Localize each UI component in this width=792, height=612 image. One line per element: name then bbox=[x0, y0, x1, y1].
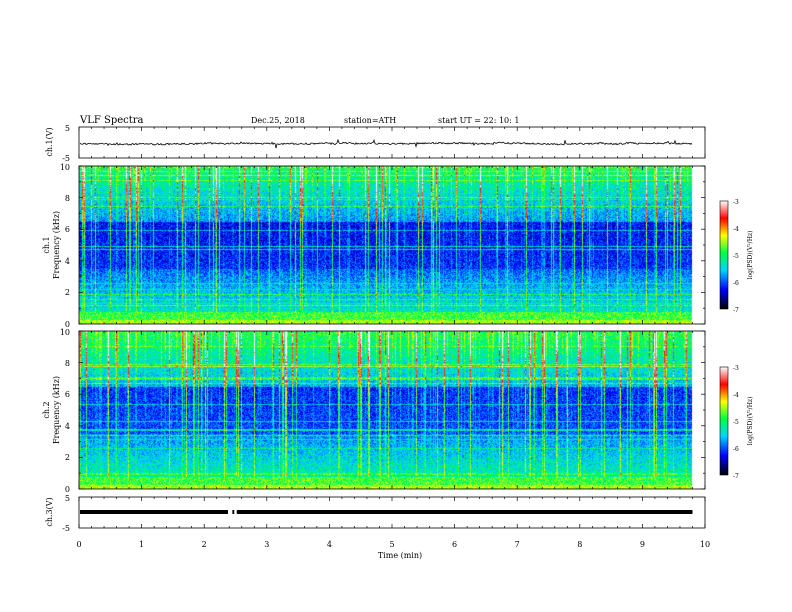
time-axis-tick-labels: 0 1 2 3 4 5 6 7 8 9 10 bbox=[76, 540, 710, 549]
time-tick-label-7: 7 bbox=[515, 540, 520, 549]
ch1-ytick-bottom: -5 bbox=[62, 154, 70, 163]
ch1-colorbar bbox=[719, 200, 729, 310]
ch3-trace-gap bbox=[234, 509, 237, 515]
ch3-ytick-bottom: -5 bbox=[62, 524, 70, 533]
ch2-ytick-8: 8 bbox=[65, 359, 70, 368]
ch2-frequency-ylabel: Frequency (kHz) bbox=[52, 376, 61, 444]
ch2-ytick-6: 6 bbox=[65, 390, 70, 399]
ch3-waveform-ticks bbox=[78, 497, 706, 528]
ch1-cbar-tick-m3: -3 bbox=[733, 199, 739, 206]
ch2-spectrogram-image-holder bbox=[79, 331, 705, 489]
time-tick-label-3: 3 bbox=[264, 540, 269, 549]
ch1-ytick-0: 0 bbox=[65, 320, 70, 329]
time-tick-label-9: 9 bbox=[640, 540, 645, 549]
ch1-ytick-4: 4 bbox=[65, 257, 70, 266]
ch2-ytick-0: 0 bbox=[65, 485, 70, 494]
ch1-ytick-2: 2 bbox=[65, 288, 70, 297]
ch1-ytick-8: 8 bbox=[65, 194, 70, 203]
ch2-cbar-tick-m6: -6 bbox=[733, 446, 739, 453]
ch2-spectrogram-panel: 0 2 4 6 8 10 ch.2 Frequency (kHz) -3 -4 … bbox=[42, 328, 754, 494]
ch2-ytick-2: 2 bbox=[65, 453, 70, 462]
ch1-spectrogram-image-holder bbox=[79, 166, 705, 324]
time-tick-label-0: 0 bbox=[76, 540, 81, 549]
ch1-spectrogram-ticks bbox=[78, 165, 706, 325]
ch3-waveform-trace bbox=[80, 510, 693, 514]
ch1-ytick-10: 10 bbox=[60, 163, 70, 172]
ch3-waveform-panel: 5 -5 ch.3(V) 0 1 2 3 4 5 6 7 8 9 10 Time (min) bbox=[45, 494, 710, 560]
ch2-spectrogram-image bbox=[79, 331, 705, 489]
ch3-trace-gap bbox=[227, 509, 233, 515]
ch2-cbar-tick-m4: -4 bbox=[733, 392, 739, 399]
ch3-waveform-ylabel: ch.3(V) bbox=[45, 497, 54, 526]
ch1-colorbar-ticks: -3 -4 -5 -6 -7 bbox=[733, 199, 739, 314]
ch1-cbar-tick-m7: -7 bbox=[733, 307, 739, 314]
time-axis-label: Time (min) bbox=[378, 551, 422, 560]
ch3-ytick-top: 5 bbox=[65, 494, 70, 503]
station-label: station=ATH bbox=[344, 116, 396, 125]
time-tick-label-5: 5 bbox=[389, 540, 394, 549]
ch1-channel-label: ch.1 bbox=[42, 236, 51, 253]
ch2-channel-label: ch.2 bbox=[42, 401, 51, 418]
ch2-colorbar-ticks: -3 -4 -5 -6 -7 bbox=[733, 365, 739, 480]
time-tick-label-6: 6 bbox=[452, 540, 457, 549]
date-label: Dec.25, 2018 bbox=[251, 116, 305, 125]
ch1-frequency-tick-labels: 0 2 4 6 8 10 bbox=[60, 163, 70, 329]
ch1-waveform-ticks bbox=[78, 127, 706, 158]
time-tick-label-2: 2 bbox=[202, 540, 207, 549]
ch1-ytick-6: 6 bbox=[65, 225, 70, 234]
ch2-cbar-tick-m7: -7 bbox=[733, 473, 739, 480]
ch1-ytick-top: 5 bbox=[65, 124, 70, 133]
ch1-cbar-tick-m4: -4 bbox=[733, 226, 739, 233]
ch2-colorbar-label: log(PSD)(V²/Hz) bbox=[747, 397, 754, 446]
ch2-ytick-10: 10 bbox=[60, 328, 70, 337]
ch1-waveform-trace bbox=[79, 138, 693, 149]
ch2-ytick-4: 4 bbox=[65, 422, 70, 431]
time-tick-label-10: 10 bbox=[700, 540, 710, 549]
ch2-frequency-tick-labels: 0 2 4 6 8 10 bbox=[60, 328, 70, 494]
ch2-spectrogram-ticks bbox=[78, 330, 706, 490]
ch1-frequency-ylabel: Frequency (kHz) bbox=[52, 211, 61, 279]
ch1-cbar-tick-m6: -6 bbox=[733, 280, 739, 287]
start-ut-label: start UT = 22: 10: 1 bbox=[438, 116, 519, 125]
ch1-spectrogram-image bbox=[79, 166, 705, 324]
time-tick-label-8: 8 bbox=[577, 540, 582, 549]
ch1-cbar-tick-m5: -5 bbox=[733, 253, 739, 260]
time-tick-label-4: 4 bbox=[327, 540, 332, 549]
ch1-waveform-panel: 5 -5 ch.1(V) bbox=[45, 124, 706, 163]
ch1-waveform-frame bbox=[78, 126, 706, 159]
ch2-cbar-tick-m3: -3 bbox=[733, 365, 739, 372]
ch3-waveform-gaps bbox=[227, 509, 237, 515]
time-tick-label-1: 1 bbox=[139, 540, 144, 549]
ch2-colorbar bbox=[719, 366, 729, 476]
ch1-spectrogram-panel: 0 2 4 6 8 10 ch.1 Frequency (kHz) -3 -4 … bbox=[42, 163, 754, 329]
figure-title: VLF Spectra bbox=[79, 115, 144, 126]
ch1-colorbar-label: log(PSD)(V²/Hz) bbox=[747, 231, 754, 280]
ch1-waveform-ylabel: ch.1(V) bbox=[45, 127, 54, 156]
ch2-cbar-tick-m5: -5 bbox=[733, 419, 739, 426]
